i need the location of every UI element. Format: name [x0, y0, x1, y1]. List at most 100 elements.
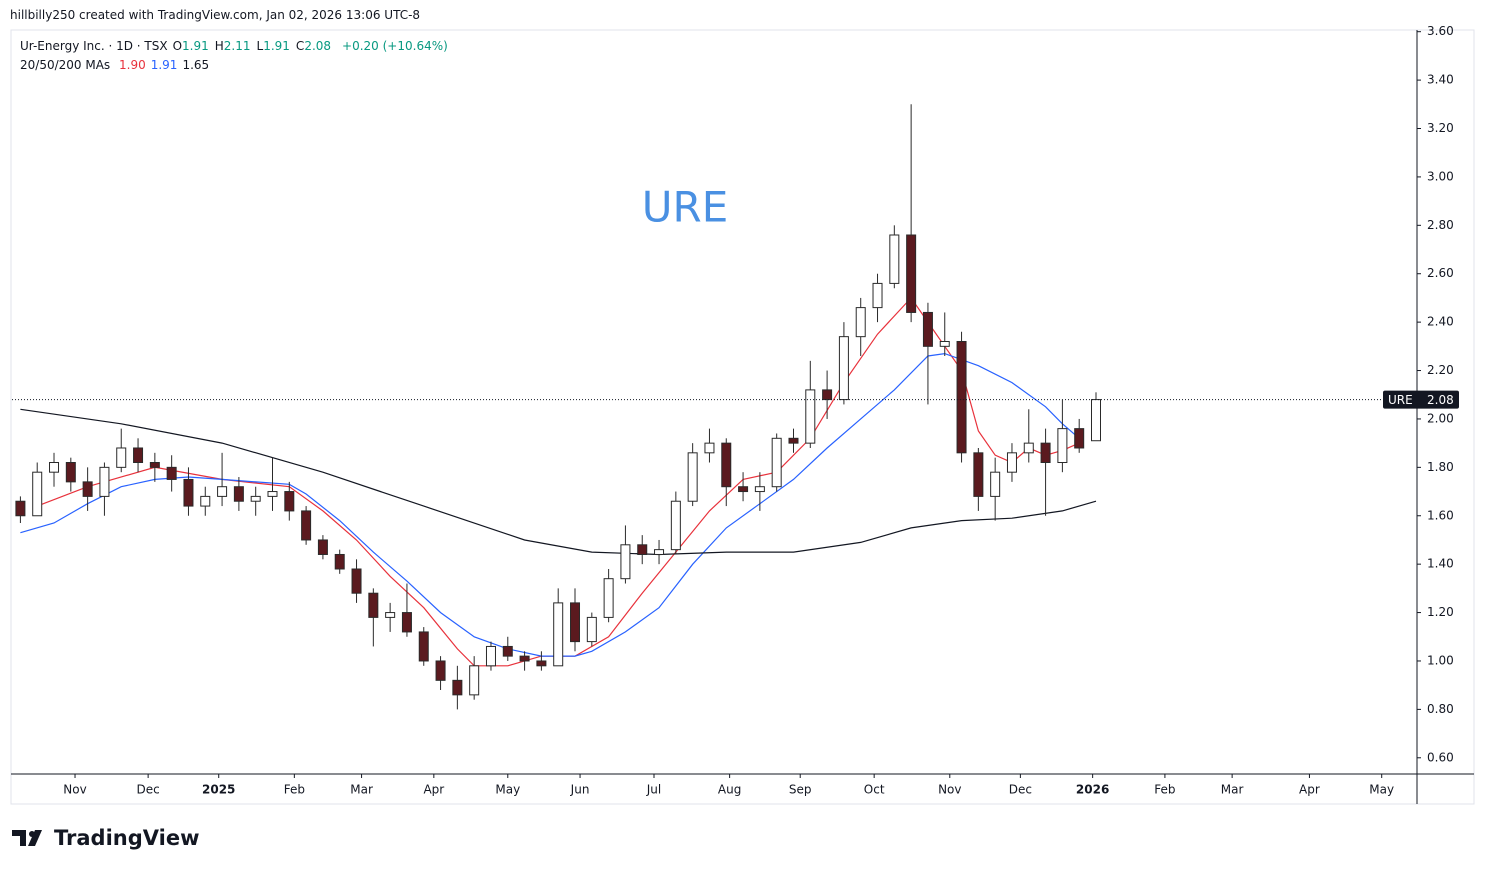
- ohlc-value: 1.91: [182, 39, 209, 53]
- ohlc-item: L1.91: [257, 39, 290, 53]
- frame: [10, 29, 1475, 805]
- y-tick-label: 2.20: [1427, 363, 1454, 377]
- candle-body: [82, 481, 93, 497]
- candle-body: [1040, 442, 1051, 464]
- x-tick-label: Apr: [423, 783, 444, 797]
- y-tick-label: 1.80: [1427, 460, 1454, 474]
- ohlc-item: H2.11: [215, 39, 251, 53]
- candle-body: [519, 655, 530, 662]
- candle-body: [536, 660, 547, 667]
- candle-body: [351, 568, 362, 594]
- candle-body: [570, 602, 581, 643]
- y-tick-label: 0.60: [1427, 750, 1454, 764]
- y-tick-label: 2.40: [1427, 315, 1454, 329]
- y-tick-label: 1.40: [1427, 557, 1454, 571]
- candle-body: [805, 389, 816, 444]
- logo-icon: [12, 830, 42, 846]
- ohlc-key: C: [295, 39, 305, 53]
- last-price-box: [1383, 390, 1459, 409]
- candle-body: [872, 282, 883, 309]
- candle-body: [721, 442, 732, 488]
- candle-body: [838, 336, 849, 401]
- x-tick-label: Dec: [137, 783, 160, 797]
- candle-body: [385, 612, 396, 618]
- y-tick-label: 2.60: [1427, 266, 1454, 280]
- candle-body: [485, 645, 496, 667]
- ma-value: 1.90: [119, 58, 146, 72]
- candle-body: [687, 452, 698, 502]
- candle-body: [452, 679, 463, 696]
- y-tick-label: 3.00: [1427, 169, 1454, 183]
- x-tick-label: 2025: [202, 783, 235, 797]
- candle-body: [301, 510, 312, 541]
- candle-body: [217, 486, 228, 497]
- candle-body: [502, 645, 513, 657]
- y-tick-label: 0.80: [1427, 702, 1454, 716]
- ma-value: 1.91: [150, 58, 178, 72]
- x-tick-label: Mar: [1221, 783, 1244, 797]
- candle-body: [435, 660, 446, 681]
- x-tick-label: Jul: [646, 783, 661, 797]
- candle-body: [469, 665, 480, 696]
- ohlc-key: L: [256, 39, 264, 53]
- moving-average: [20, 408, 1097, 556]
- ma-legend: 20/50/200 MAs 1.90 1.91 1.65: [20, 58, 214, 72]
- candle-body: [654, 549, 665, 555]
- change: +0.20 (+10.64%): [342, 39, 448, 53]
- brand: TradingView: [54, 826, 200, 850]
- candle-body: [368, 592, 379, 618]
- moving-average: [36, 296, 1080, 667]
- x-tick-label: May: [495, 783, 520, 797]
- last-price-value: 2.08: [1427, 393, 1454, 407]
- y-tick-label: 2.00: [1427, 411, 1454, 425]
- candle-body: [334, 553, 345, 570]
- ohlc-value: 1.91: [263, 39, 290, 53]
- x-tick-label: Nov: [938, 783, 961, 797]
- candle-body: [149, 462, 160, 468]
- candle-body: [855, 307, 866, 338]
- symbol: Ur-Energy Inc. · 1D · TSX: [20, 39, 168, 53]
- logo[interactable]: TradingView: [12, 826, 199, 850]
- candle-body: [49, 462, 60, 473]
- candle-body: [1074, 428, 1085, 449]
- x-tick-label: May: [1369, 783, 1394, 797]
- candle-body: [922, 311, 933, 347]
- candle-body: [418, 631, 429, 662]
- y-tick-label: 1.00: [1427, 653, 1454, 667]
- y-tick-label: 3.40: [1427, 73, 1454, 87]
- x-tick-label: Feb: [1154, 783, 1175, 797]
- y-tick-label: 1.20: [1427, 605, 1454, 619]
- x-tick-label: Jun: [570, 783, 590, 797]
- candle-body: [250, 495, 261, 502]
- x-tick-label: Sep: [789, 783, 812, 797]
- candle-body: [754, 486, 765, 493]
- candle-body: [822, 389, 833, 401]
- candle-body: [553, 602, 564, 667]
- candle-body: [704, 442, 715, 454]
- candle-body: [133, 447, 144, 464]
- candle-body: [116, 447, 127, 468]
- candle-body: [738, 486, 749, 493]
- x-tick-label: Aug: [718, 783, 741, 797]
- y-tick-label: 3.20: [1427, 121, 1454, 135]
- last-price-symbol: URE: [1388, 393, 1413, 407]
- ohlc-key: O: [172, 39, 183, 53]
- y-tick-label: 1.60: [1427, 508, 1454, 522]
- x-tick-label: Dec: [1009, 783, 1032, 797]
- candle-body: [620, 544, 631, 580]
- candle-body: [284, 491, 295, 512]
- candle-body: [637, 544, 648, 555]
- candle-body: [1023, 442, 1034, 454]
- ma-label: 20/50/200 MAs: [20, 58, 111, 72]
- candle-body: [1091, 399, 1102, 442]
- moving-average: [20, 352, 1080, 657]
- x-tick-label: Mar: [350, 783, 373, 797]
- candle-body: [200, 495, 211, 507]
- candle-body: [401, 612, 412, 633]
- x-tick-label: Feb: [284, 783, 305, 797]
- candle-body: [317, 539, 328, 555]
- candle-body: [267, 491, 278, 497]
- y-tick-label: 3.60: [1427, 24, 1454, 38]
